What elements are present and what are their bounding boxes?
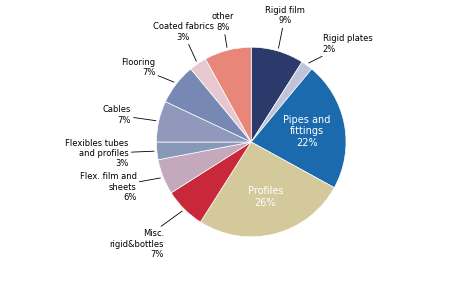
- Wedge shape: [201, 142, 334, 237]
- Wedge shape: [156, 142, 251, 160]
- Wedge shape: [191, 59, 251, 142]
- Text: Profiles
26%: Profiles 26%: [247, 186, 283, 208]
- Text: Rigid plates
2%: Rigid plates 2%: [309, 34, 372, 63]
- Text: Rigid film
9%: Rigid film 9%: [265, 6, 305, 48]
- Wedge shape: [251, 62, 311, 142]
- Wedge shape: [251, 69, 346, 188]
- Text: Pipes and
fittings
22%: Pipes and fittings 22%: [283, 115, 331, 148]
- Text: Flexibles tubes
and profiles
3%: Flexibles tubes and profiles 3%: [65, 139, 154, 168]
- Text: other
8%: other 8%: [212, 12, 234, 47]
- Wedge shape: [158, 142, 251, 193]
- Wedge shape: [156, 102, 251, 142]
- Wedge shape: [206, 47, 251, 142]
- Wedge shape: [251, 47, 302, 142]
- Text: Flex. film and
sheets
6%: Flex. film and sheets 6%: [80, 172, 160, 202]
- Text: Flooring
7%: Flooring 7%: [121, 58, 174, 82]
- Text: Coated fabrics
3%: Coated fabrics 3%: [153, 22, 213, 61]
- Wedge shape: [171, 142, 251, 222]
- Text: Misc.
rigid&bottles
7%: Misc. rigid&bottles 7%: [109, 211, 182, 259]
- Wedge shape: [165, 69, 251, 142]
- Text: Cables
7%: Cables 7%: [102, 105, 156, 125]
